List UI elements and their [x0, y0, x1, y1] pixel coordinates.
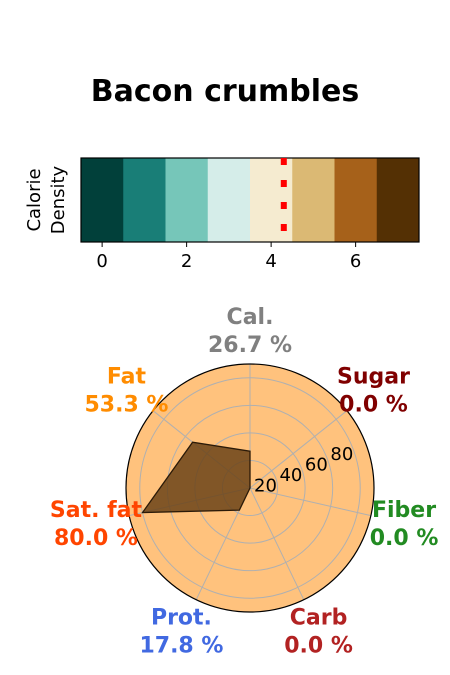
axis-value-label: 0.0 %	[339, 392, 408, 417]
axis-value-label: 80.0 %	[54, 526, 138, 551]
chart-title: Bacon crumbles	[90, 74, 360, 109]
density-cell	[165, 158, 209, 242]
x-tick-label: 0	[96, 251, 107, 272]
axis-name-label: Carb	[290, 605, 348, 630]
y-axis-label: Calorie	[24, 168, 45, 231]
axis-name-label: Sugar	[337, 364, 410, 389]
axis-value-label: 53.3 %	[84, 392, 168, 417]
density-cell	[81, 158, 124, 242]
radial-tick-label: 20	[254, 475, 277, 496]
radial-tick-label: 40	[279, 465, 302, 486]
density-cell	[376, 158, 420, 242]
density-cell	[334, 158, 378, 242]
spoke-gridline	[249, 487, 372, 517]
axis-value-label: 0.0 %	[370, 526, 439, 551]
axis-value-label: 0.0 %	[284, 633, 353, 658]
x-tick-label: 6	[350, 251, 361, 272]
spoke-gridline	[249, 487, 305, 600]
axis-name-label: Fiber	[372, 498, 436, 523]
x-tick-label: 4	[265, 251, 276, 272]
bar-frame	[80, 157, 420, 243]
axis-value-label: 26.7 %	[208, 333, 292, 358]
axis-name-label: Cal.	[227, 305, 274, 330]
radial-tick-label: 60	[305, 454, 328, 475]
density-cell	[207, 158, 251, 242]
axis-name-label: Sat. fat	[50, 498, 143, 523]
calorie-density-bar: 0 2 4 6 Calorie Density	[24, 157, 420, 272]
axis-value-label: 17.8 %	[139, 633, 223, 658]
nutrient-profile-area	[141, 441, 251, 514]
x-tick-label: 2	[181, 251, 192, 272]
spoke-gridline	[249, 410, 348, 489]
y-axis-label: Density	[48, 165, 69, 234]
radial-tick-label: 80	[330, 444, 353, 465]
density-cell	[123, 158, 166, 242]
axis-name-label: Prot.	[151, 605, 212, 630]
axis-name-label: Fat	[107, 364, 147, 389]
density-cell	[292, 158, 335, 242]
radar-frame	[125, 363, 375, 613]
